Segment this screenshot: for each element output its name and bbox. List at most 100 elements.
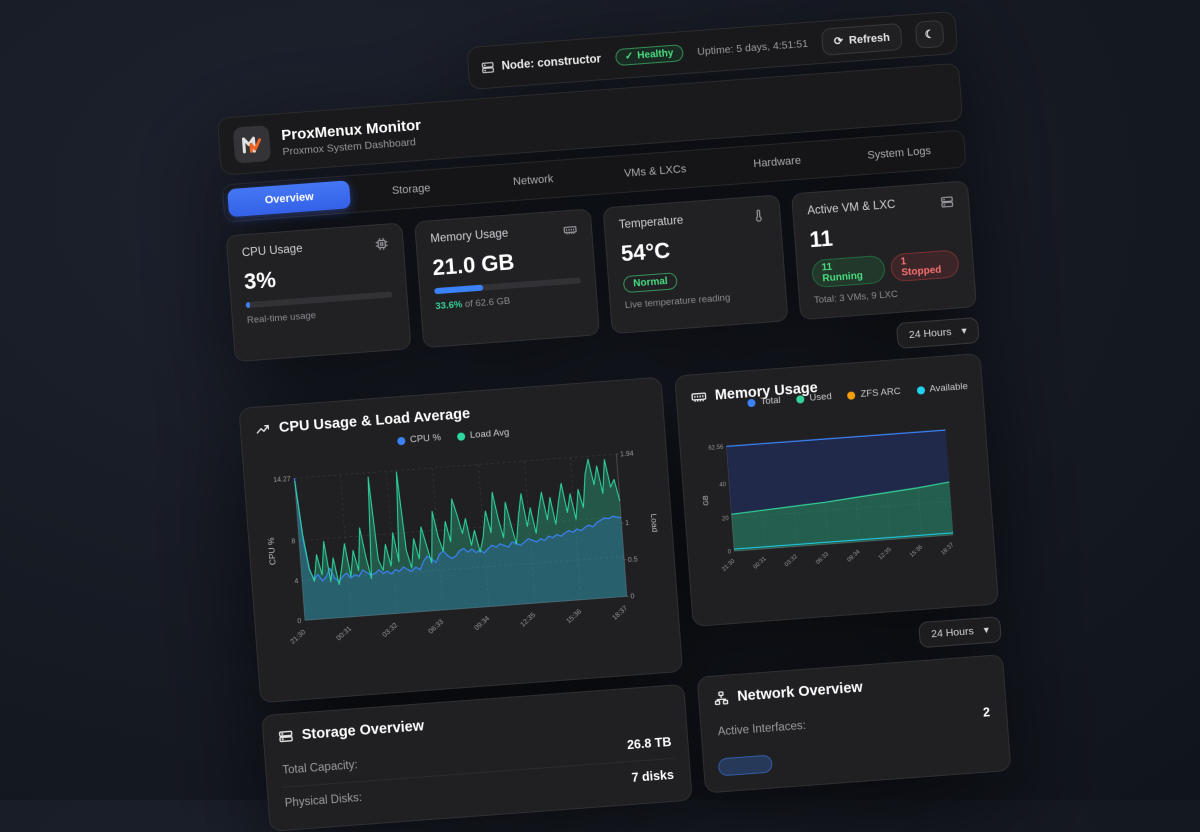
chevron-down-icon: ▾: [983, 624, 989, 636]
tab-overview[interactable]: Overview: [227, 180, 351, 217]
svg-text:00:31: 00:31: [336, 625, 354, 642]
legend-item: Used: [796, 391, 832, 405]
server-stack-icon: [940, 194, 955, 209]
app-title-block: ProxMenux Monitor Proxmox System Dashboa…: [281, 116, 423, 157]
memory-card-label: Memory Usage: [430, 228, 509, 246]
proxmenux-logo-icon: [239, 131, 265, 157]
cpu-value: 3%: [243, 258, 392, 295]
cpu-usage-card: CPU Usage 3% Real-time usage: [226, 222, 412, 362]
svg-text:20: 20: [722, 516, 730, 523]
theme-toggle-button[interactable]: ☾: [915, 20, 945, 49]
legend-item: Total: [747, 395, 781, 408]
cpu-card-label: CPU Usage: [242, 243, 303, 259]
left-column: CPU Usage & Load Average CPU %Load Avg 0…: [238, 377, 692, 832]
network-overview-card: Network Overview Active Interfaces: 2: [697, 654, 1012, 793]
memory-usage-card: Memory Usage 21.0 GB 33.6% of 62.6 GB: [414, 208, 600, 348]
active-vm-lxc-card: Active VM & LXC 11 11 Running 1 Stopped …: [791, 180, 977, 320]
memory-icon: [563, 222, 578, 237]
storage-title: Storage Overview: [301, 718, 424, 743]
chevron-down-icon: ▾: [961, 325, 967, 337]
svg-text:0: 0: [728, 549, 732, 555]
tab-hardware[interactable]: Hardware: [715, 144, 839, 181]
svg-text:03:32: 03:32: [784, 553, 800, 568]
network-title: Network Overview: [737, 680, 864, 705]
check-icon: ✓: [625, 51, 634, 63]
temperature-status-badge: Normal: [623, 272, 679, 293]
svg-text:18:37: 18:37: [611, 605, 629, 622]
svg-text:21:30: 21:30: [290, 629, 308, 646]
app-logo: [233, 125, 272, 164]
svg-text:18:37: 18:37: [940, 542, 956, 557]
vm-running-badge: 11 Running: [811, 255, 886, 288]
cpu-chip-icon: [374, 236, 389, 251]
vm-caption: Total: 3 VMs, 9 LXC: [814, 284, 961, 306]
network-interfaces-value: 2: [983, 705, 991, 719]
refresh-button[interactable]: ⟳Refresh: [821, 23, 903, 56]
svg-text:Load: Load: [649, 513, 660, 533]
time-range-select[interactable]: 24 Hours▾: [896, 317, 980, 349]
thermometer-icon: [751, 208, 766, 223]
vm-stopped-badge: 1 Stopped: [890, 249, 960, 282]
svg-text:06:33: 06:33: [427, 619, 445, 636]
uptime-text: Uptime: 5 days, 4:51:51: [697, 37, 808, 57]
tab-storage[interactable]: Storage: [349, 171, 473, 208]
svg-text:12:35: 12:35: [519, 612, 537, 629]
memory-progress-fill: [434, 285, 484, 295]
svg-text:15:36: 15:36: [565, 608, 583, 625]
svg-text:0: 0: [297, 618, 302, 625]
charts-area: CPU Usage & Load Average CPU %Load Avg 0…: [238, 353, 1011, 832]
svg-text:21:30: 21:30: [721, 558, 737, 573]
health-badge: ✓Healthy: [614, 44, 684, 66]
cpu-progress-fill: [246, 302, 251, 308]
interface-pill[interactable]: [718, 754, 773, 776]
svg-text:0.5: 0.5: [628, 556, 638, 564]
svg-text:06:33: 06:33: [815, 551, 831, 566]
server-icon: [480, 60, 495, 75]
hard-drive-icon: [277, 728, 294, 745]
refresh-icon: ⟳: [833, 34, 843, 48]
legend-item: CPU %: [397, 432, 442, 446]
temperature-card-label: Temperature: [618, 215, 683, 232]
tab-network[interactable]: Network: [471, 162, 595, 199]
svg-text:12:35: 12:35: [878, 546, 894, 561]
svg-text:09:34: 09:34: [473, 615, 491, 632]
node-label: Node: constructor: [501, 53, 601, 72]
svg-text:CPU %: CPU %: [265, 537, 277, 566]
svg-text:14.27: 14.27: [273, 476, 291, 484]
vm-card-label: Active VM & LXC: [807, 199, 896, 218]
cpu-load-chart: 0 4 8 14.27 21:30 00:31 03:32 06:33 09:34 12:35 15…: [257, 430, 667, 687]
trending-up-icon: [254, 421, 271, 438]
storage-capacity-value: 26.8 TB: [627, 735, 672, 752]
memory-value: 21.0 GB: [432, 244, 581, 281]
memory-chart-icon: [690, 388, 707, 405]
storage-overview-card: Storage Overview Total Capacity: 26.8 TB…: [261, 684, 693, 832]
memory-chart: 0 20 40 62.56 21:30 00:31 03:32 06:33 09:34 12:35…: [692, 394, 983, 610]
memory-time-range-select[interactable]: 24 Hours▾: [918, 616, 1002, 648]
svg-text:03:32: 03:32: [381, 622, 399, 639]
moon-icon: ☾: [924, 27, 935, 41]
svg-text:4: 4: [294, 578, 299, 585]
svg-text:1: 1: [625, 520, 630, 527]
memory-caption: 33.6% of 62.6 GB: [435, 290, 582, 312]
svg-text:8: 8: [291, 538, 296, 545]
storage-disks-value: 7 disks: [631, 768, 674, 785]
cpu-caption: Real-time usage: [247, 304, 394, 326]
svg-text:GB: GB: [702, 495, 711, 506]
svg-text:62.56: 62.56: [708, 445, 724, 452]
svg-text:40: 40: [719, 482, 727, 489]
svg-text:1.94: 1.94: [620, 450, 634, 458]
temperature-value: 54°C: [620, 230, 769, 267]
network-icon: [713, 689, 730, 706]
cpu-load-chart-card: CPU Usage & Load Average CPU %Load Avg 0…: [238, 377, 683, 704]
vm-count-value: 11: [809, 216, 958, 253]
svg-text:0: 0: [630, 593, 635, 600]
dashboard-window: Node: constructor ✓Healthy Uptime: 5 day…: [213, 11, 1012, 832]
tab-system-logs[interactable]: System Logs: [837, 135, 961, 172]
svg-text:15:36: 15:36: [909, 544, 925, 559]
temperature-card: Temperature 54°C Normal Live temperature…: [603, 194, 789, 334]
svg-text:00:31: 00:31: [753, 556, 769, 571]
svg-text:09:34: 09:34: [846, 549, 862, 564]
tab-vms-lxcs[interactable]: VMs & LXCs: [593, 153, 717, 190]
